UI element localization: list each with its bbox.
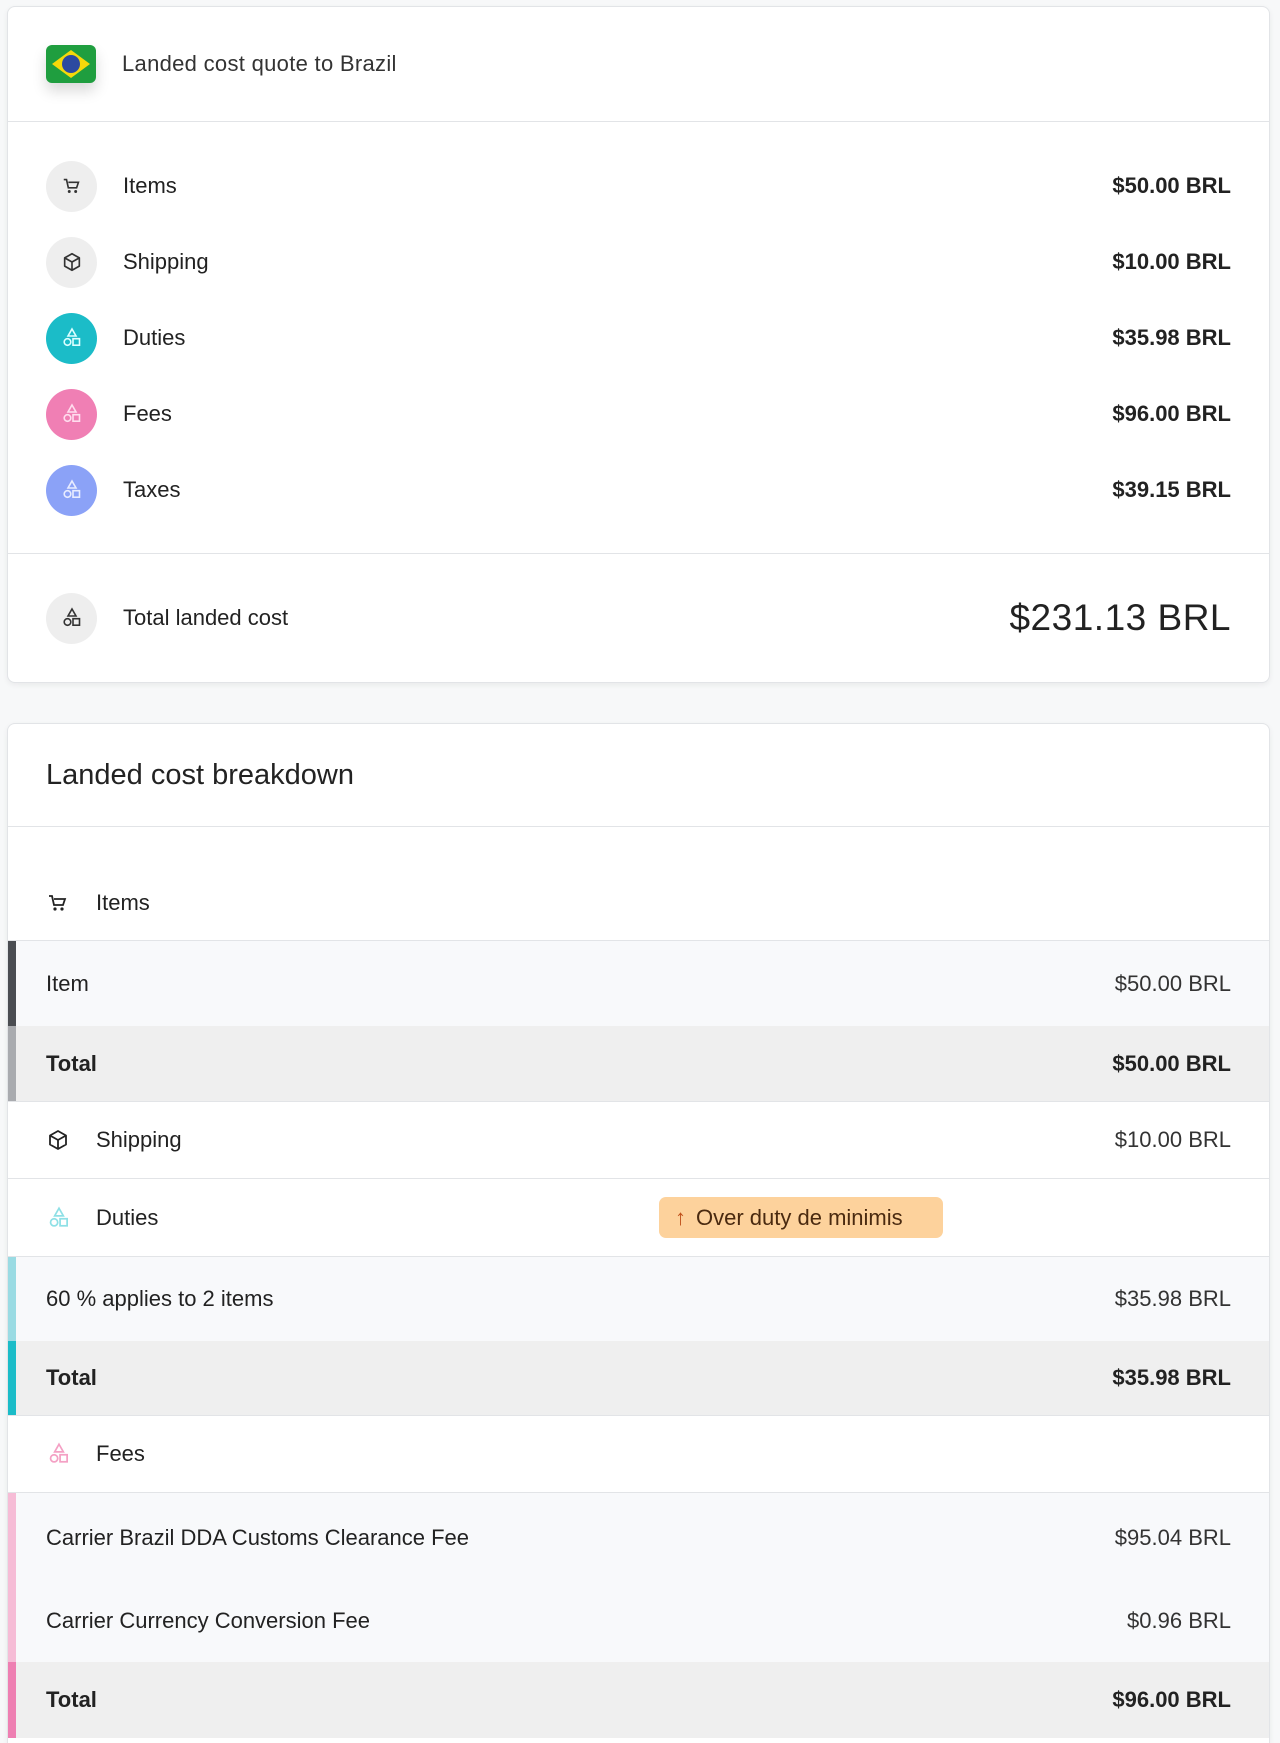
total-label: Total (46, 1687, 97, 1712)
total-value: $231.13 BRL (1009, 597, 1231, 638)
section-fees: Fees (8, 1416, 1269, 1493)
total-label: Total (46, 1050, 97, 1076)
line-value: $35.98 BRL (1114, 1286, 1231, 1311)
shapes-icon (46, 388, 97, 440)
shapes-icon (46, 1441, 78, 1467)
shapes-icon (46, 464, 97, 516)
section-label: Duties (96, 1204, 159, 1230)
summary-label: Items (123, 173, 177, 198)
quote-header: Landed cost quote to Brazil (8, 7, 1269, 122)
section-label: Shipping (96, 1127, 182, 1152)
items-total-row: Total $50.00 BRL (8, 1026, 1269, 1102)
section-value: $10.00 BRL (1114, 1127, 1231, 1152)
color-bar (8, 1662, 16, 1738)
box-icon (46, 1128, 78, 1152)
summary-row-fees: Fees $96.00 BRL (8, 376, 1269, 452)
color-bar (8, 1493, 16, 1579)
over-de-minimis-badge: ↑ Over duty de minimis (659, 1197, 943, 1238)
summary-value: $35.98 BRL (1112, 325, 1231, 350)
section-duties: Duties ↑ Over duty de minimis (8, 1179, 1269, 1257)
total-value: $50.00 BRL (1112, 1050, 1231, 1076)
quote-title: Landed cost quote to Brazil (122, 51, 397, 76)
summary-label: Shipping (123, 249, 209, 274)
summary-row-shipping: Shipping $10.00 BRL (8, 224, 1269, 300)
line-item-row: Item $50.00 BRL (8, 941, 1269, 1026)
line-item-row: Carrier Currency Conversion Fee $0.96 BR… (8, 1579, 1269, 1662)
line-label: Item (46, 970, 89, 996)
summary-label: Fees (123, 401, 172, 426)
section-shipping: Shipping $10.00 BRL (8, 1102, 1269, 1179)
line-value: $95.04 BRL (1114, 1525, 1231, 1550)
summary-label: Duties (123, 325, 186, 350)
cart-icon (46, 891, 78, 915)
breakdown-title: Landed cost breakdown (8, 724, 1269, 827)
box-icon (46, 236, 97, 288)
shapes-icon (46, 1205, 78, 1231)
total-value: $35.98 BRL (1112, 1365, 1231, 1390)
summary-label: Taxes (123, 477, 181, 502)
quote-summary-list: Items $50.00 BRL Shipping $10.00 BRL Dut… (8, 122, 1269, 554)
summary-value: $10.00 BRL (1112, 249, 1231, 274)
line-item-row: Carrier Brazil DDA Customs Clearance Fee… (8, 1493, 1269, 1579)
color-bar (8, 1341, 16, 1415)
summary-row-taxes: Taxes $39.15 BRL (8, 452, 1269, 528)
line-value: $50.00 BRL (1114, 970, 1231, 996)
breakdown-card: Landed cost breakdown Items Item $50.00 … (7, 723, 1270, 1743)
shapes-icon (46, 312, 97, 364)
section-label: Items (96, 889, 150, 915)
section-label: Fees (96, 1441, 145, 1466)
summary-value: $96.00 BRL (1112, 401, 1231, 426)
color-bar (8, 1579, 16, 1662)
total-landed-cost-row: Total landed cost $231.13 BRL (8, 554, 1269, 682)
summary-value: $50.00 BRL (1112, 173, 1231, 198)
color-bar (8, 941, 16, 1026)
line-label: Carrier Brazil DDA Customs Clearance Fee (46, 1525, 470, 1550)
shapes-icon (46, 592, 97, 644)
total-label: Total (46, 1365, 97, 1390)
line-label: 60 % applies to 2 items (46, 1286, 274, 1311)
badge-text: Over duty de minimis (696, 1204, 903, 1230)
line-value: $0.96 BRL (1127, 1607, 1231, 1633)
total-label: Total landed cost (123, 605, 289, 630)
duties-total-row: Total $35.98 BRL (8, 1341, 1269, 1416)
line-item-row: 60 % applies to 2 items $35.98 BRL (8, 1257, 1269, 1341)
line-label: Carrier Currency Conversion Fee (46, 1607, 370, 1633)
color-bar (8, 1026, 16, 1101)
summary-value: $39.15 BRL (1112, 477, 1231, 502)
brazil-flag-icon (46, 45, 96, 83)
quote-card: Landed cost quote to Brazil Items $50.00… (7, 6, 1270, 683)
fees-total-row: Total $96.00 BRL (8, 1662, 1269, 1738)
cart-icon (46, 160, 97, 212)
summary-row-items: Items $50.00 BRL (8, 148, 1269, 224)
summary-row-duties: Duties $35.98 BRL (8, 300, 1269, 376)
total-value: $96.00 BRL (1112, 1687, 1231, 1712)
section-items: Items (8, 827, 1269, 941)
arrow-up-icon: ↑ (675, 1204, 686, 1230)
color-bar (8, 1257, 16, 1341)
